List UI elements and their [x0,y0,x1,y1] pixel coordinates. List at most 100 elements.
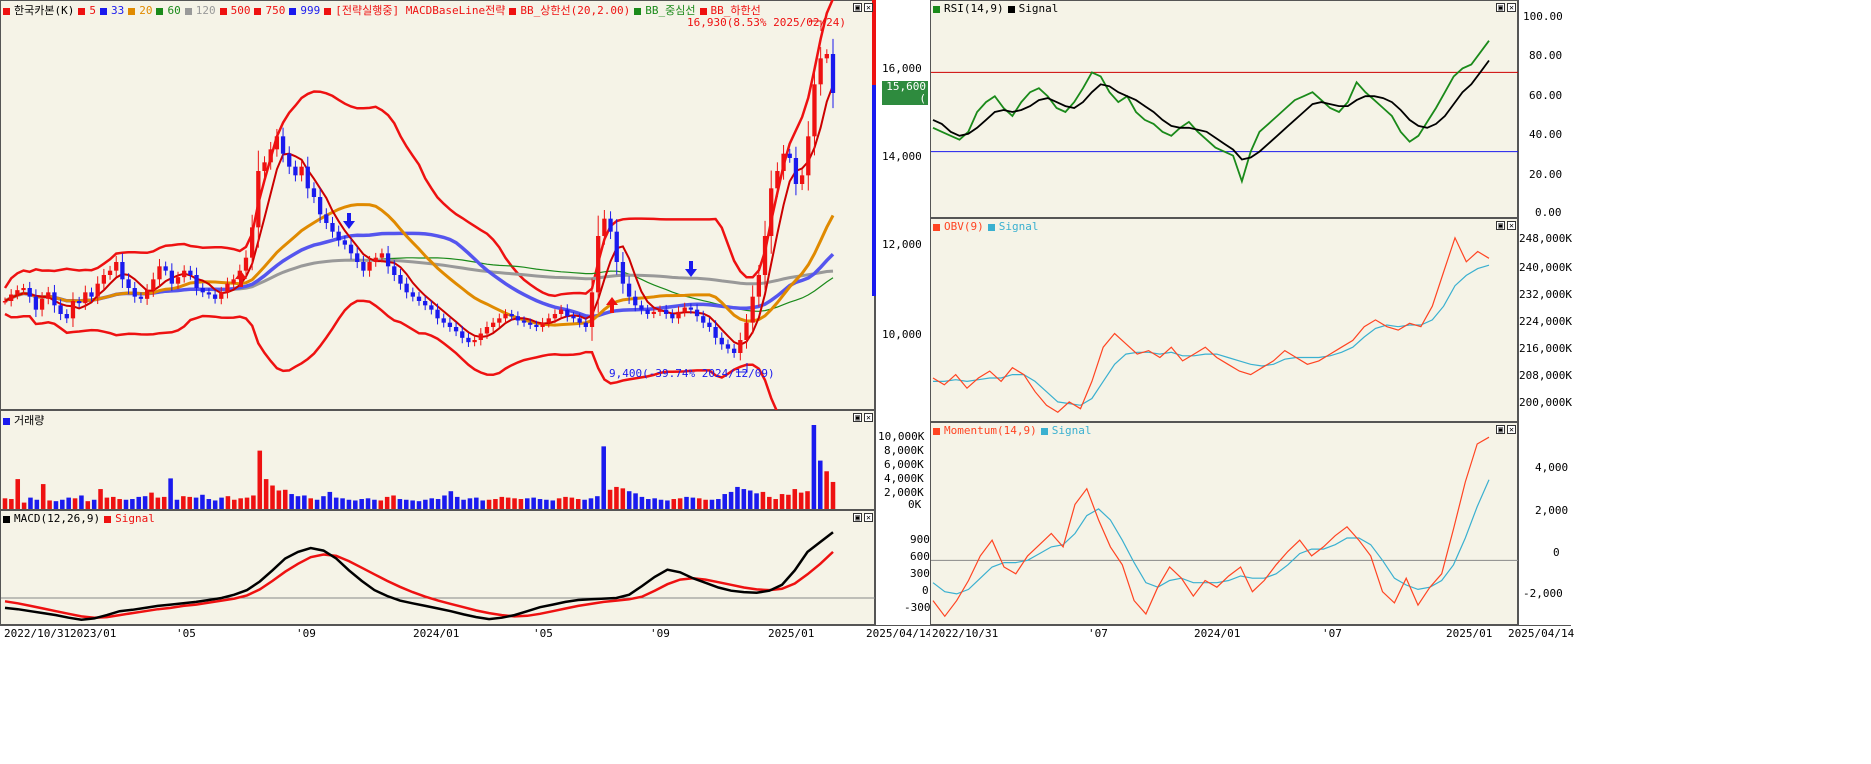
candle [379,253,385,258]
momentum-signal-line [932,479,1490,595]
candle [596,236,601,293]
maximize-icon[interactable]: ▣ [853,513,862,522]
candle [521,320,527,323]
candle [756,275,761,297]
volume-bar [531,497,536,509]
volume-bar [741,489,747,509]
legend-swatch [219,7,227,15]
candle [497,318,502,323]
close-icon[interactable]: ✕ [1507,221,1516,230]
legend-item: 999 [300,4,321,17]
volume-bar [111,496,116,509]
maximize-icon[interactable]: ▣ [1496,221,1505,230]
price-panel[interactable]: 한국카본(K) 5 33 20 60 120 500 750 999 [전략실행중] MACDBa… [0,0,875,444]
macd-panel[interactable]: MACD(12,26,9) Signal ▣ ✕ [0,510,876,625]
volume-bar [232,499,237,509]
close-icon[interactable]: ✕ [864,513,873,522]
maximize-icon[interactable]: ▣ [1496,425,1505,434]
candle [262,162,267,171]
volume-bar [614,486,619,509]
candle [299,166,304,176]
x-axis-right: 2022/10/31 '07 2024/01 '07 2025/01 2025/… [930,625,1575,640]
candle [373,257,378,262]
price-y-axis: 16,000 14,000 12,000 10,000 15,600 ( 0.0… [872,0,930,410]
candle [472,340,477,343]
candle [169,270,174,284]
x-tick: 2025/01 [768,627,815,640]
candle [77,301,82,304]
volume-bar [595,496,600,509]
candle [447,322,453,327]
volume-bar [174,499,180,509]
close-icon[interactable]: ✕ [1507,425,1516,434]
candle [750,296,755,323]
volume-bar [735,486,740,509]
candle [182,270,187,278]
close-icon[interactable]: ✕ [864,413,873,422]
volume-bar [168,478,173,509]
candle [206,292,212,295]
candle [453,327,459,332]
volume-bar [798,492,804,509]
volume-bar [276,490,282,509]
y-tick: 20.00 [1529,168,1563,181]
y-tick: 0K [908,498,922,511]
momentum-panel[interactable]: Momentum(14,9) Signal ▣ ✕ [930,422,1519,625]
maximize-icon[interactable]: ▣ [1496,3,1505,12]
candle [491,322,496,327]
obv-panel[interactable]: OBV(9) Signal ▣ ✕ [930,218,1518,422]
candle [657,309,663,312]
candle [441,318,446,323]
rsi-panel[interactable]: RSI(14,9) Signal ▣ ✕ [930,0,1519,218]
signal-title: Signal [1018,2,1059,15]
signal-arrow [685,269,697,277]
volume-bar [703,499,708,509]
candle [429,305,434,310]
volume-bar [709,499,715,509]
obv-plot [932,236,1490,413]
maximize-icon[interactable]: ▣ [853,413,862,422]
volume-bar [53,501,59,509]
close-icon[interactable]: ✕ [864,3,873,12]
scroll-indicator-top [872,0,876,85]
volume-bar [378,500,384,509]
volume-bar [263,479,269,509]
candle [676,311,681,319]
high-marker [809,20,822,31]
volume-bar [21,502,27,509]
candle [571,316,576,319]
candle [70,301,76,319]
y-tick: 0 [1553,546,1560,559]
candle [361,262,366,271]
candle [781,153,786,171]
candle [769,188,774,236]
y-tick: 216,000K [1519,342,1572,355]
maximize-icon[interactable]: ▣ [853,3,862,12]
volume-bar [206,499,212,509]
y-tick: 14,000 [882,150,922,163]
low-annotation: 9,400(-39.74% 2024/12/09) [609,367,775,380]
volume-y-axis: 10,000K 8,000K 6,000K 4,000K 2,000K 0K [875,410,930,511]
close-icon[interactable]: ✕ [1507,3,1516,12]
candle [274,136,280,150]
x-tick: 2025/04/14 [1508,627,1575,640]
y-tick: -300 [904,601,931,614]
candle [423,301,428,306]
volume-bar [556,498,562,509]
candle [707,322,712,327]
volume-bar [270,485,275,509]
candle [633,296,638,306]
volume-bar [505,497,511,509]
candle [540,322,545,327]
y-tick: 224,000K [1519,315,1572,328]
volume-bar [442,495,447,509]
candle [731,348,737,353]
candle [546,318,551,323]
volume-bar [282,489,288,509]
y-tick: 2,000 [1535,504,1569,517]
candle [157,266,162,280]
legend-swatch [699,7,707,15]
volume-panel[interactable]: 거래량 ▣ ✕ [0,410,875,510]
candle [645,309,650,314]
candle [194,275,199,288]
